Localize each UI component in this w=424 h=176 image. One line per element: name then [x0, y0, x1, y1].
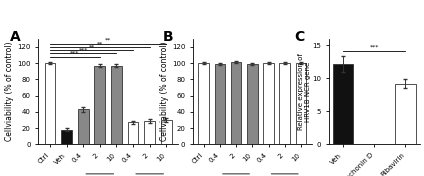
Text: B: B: [163, 30, 174, 44]
Bar: [231, 62, 241, 144]
Bar: [95, 65, 105, 144]
Text: ***: ***: [78, 48, 88, 53]
Text: **: **: [97, 41, 103, 46]
Y-axis label: Cellviability (% of control): Cellviability (% of control): [5, 42, 14, 141]
Text: **: **: [105, 38, 111, 43]
Bar: [45, 63, 55, 144]
Bar: [161, 120, 172, 144]
Bar: [263, 63, 274, 144]
Bar: [279, 63, 290, 144]
Bar: [247, 64, 257, 144]
Text: ***: ***: [369, 44, 379, 49]
Text: **: **: [88, 45, 95, 49]
Bar: [296, 63, 306, 144]
Bar: [111, 65, 122, 144]
Y-axis label: Relative expression of
HRV1B NCR gene: Relative expression of HRV1B NCR gene: [298, 53, 310, 130]
Bar: [144, 121, 155, 144]
Bar: [78, 109, 89, 144]
Bar: [198, 63, 209, 144]
Bar: [395, 84, 416, 144]
Bar: [333, 64, 353, 144]
Y-axis label: Cellviability (% of control): Cellviability (% of control): [160, 42, 169, 141]
Bar: [215, 64, 225, 144]
Text: A: A: [10, 30, 21, 44]
Bar: [61, 130, 72, 144]
Text: C: C: [294, 30, 304, 44]
Bar: [128, 122, 139, 144]
Text: ***: ***: [70, 51, 80, 56]
